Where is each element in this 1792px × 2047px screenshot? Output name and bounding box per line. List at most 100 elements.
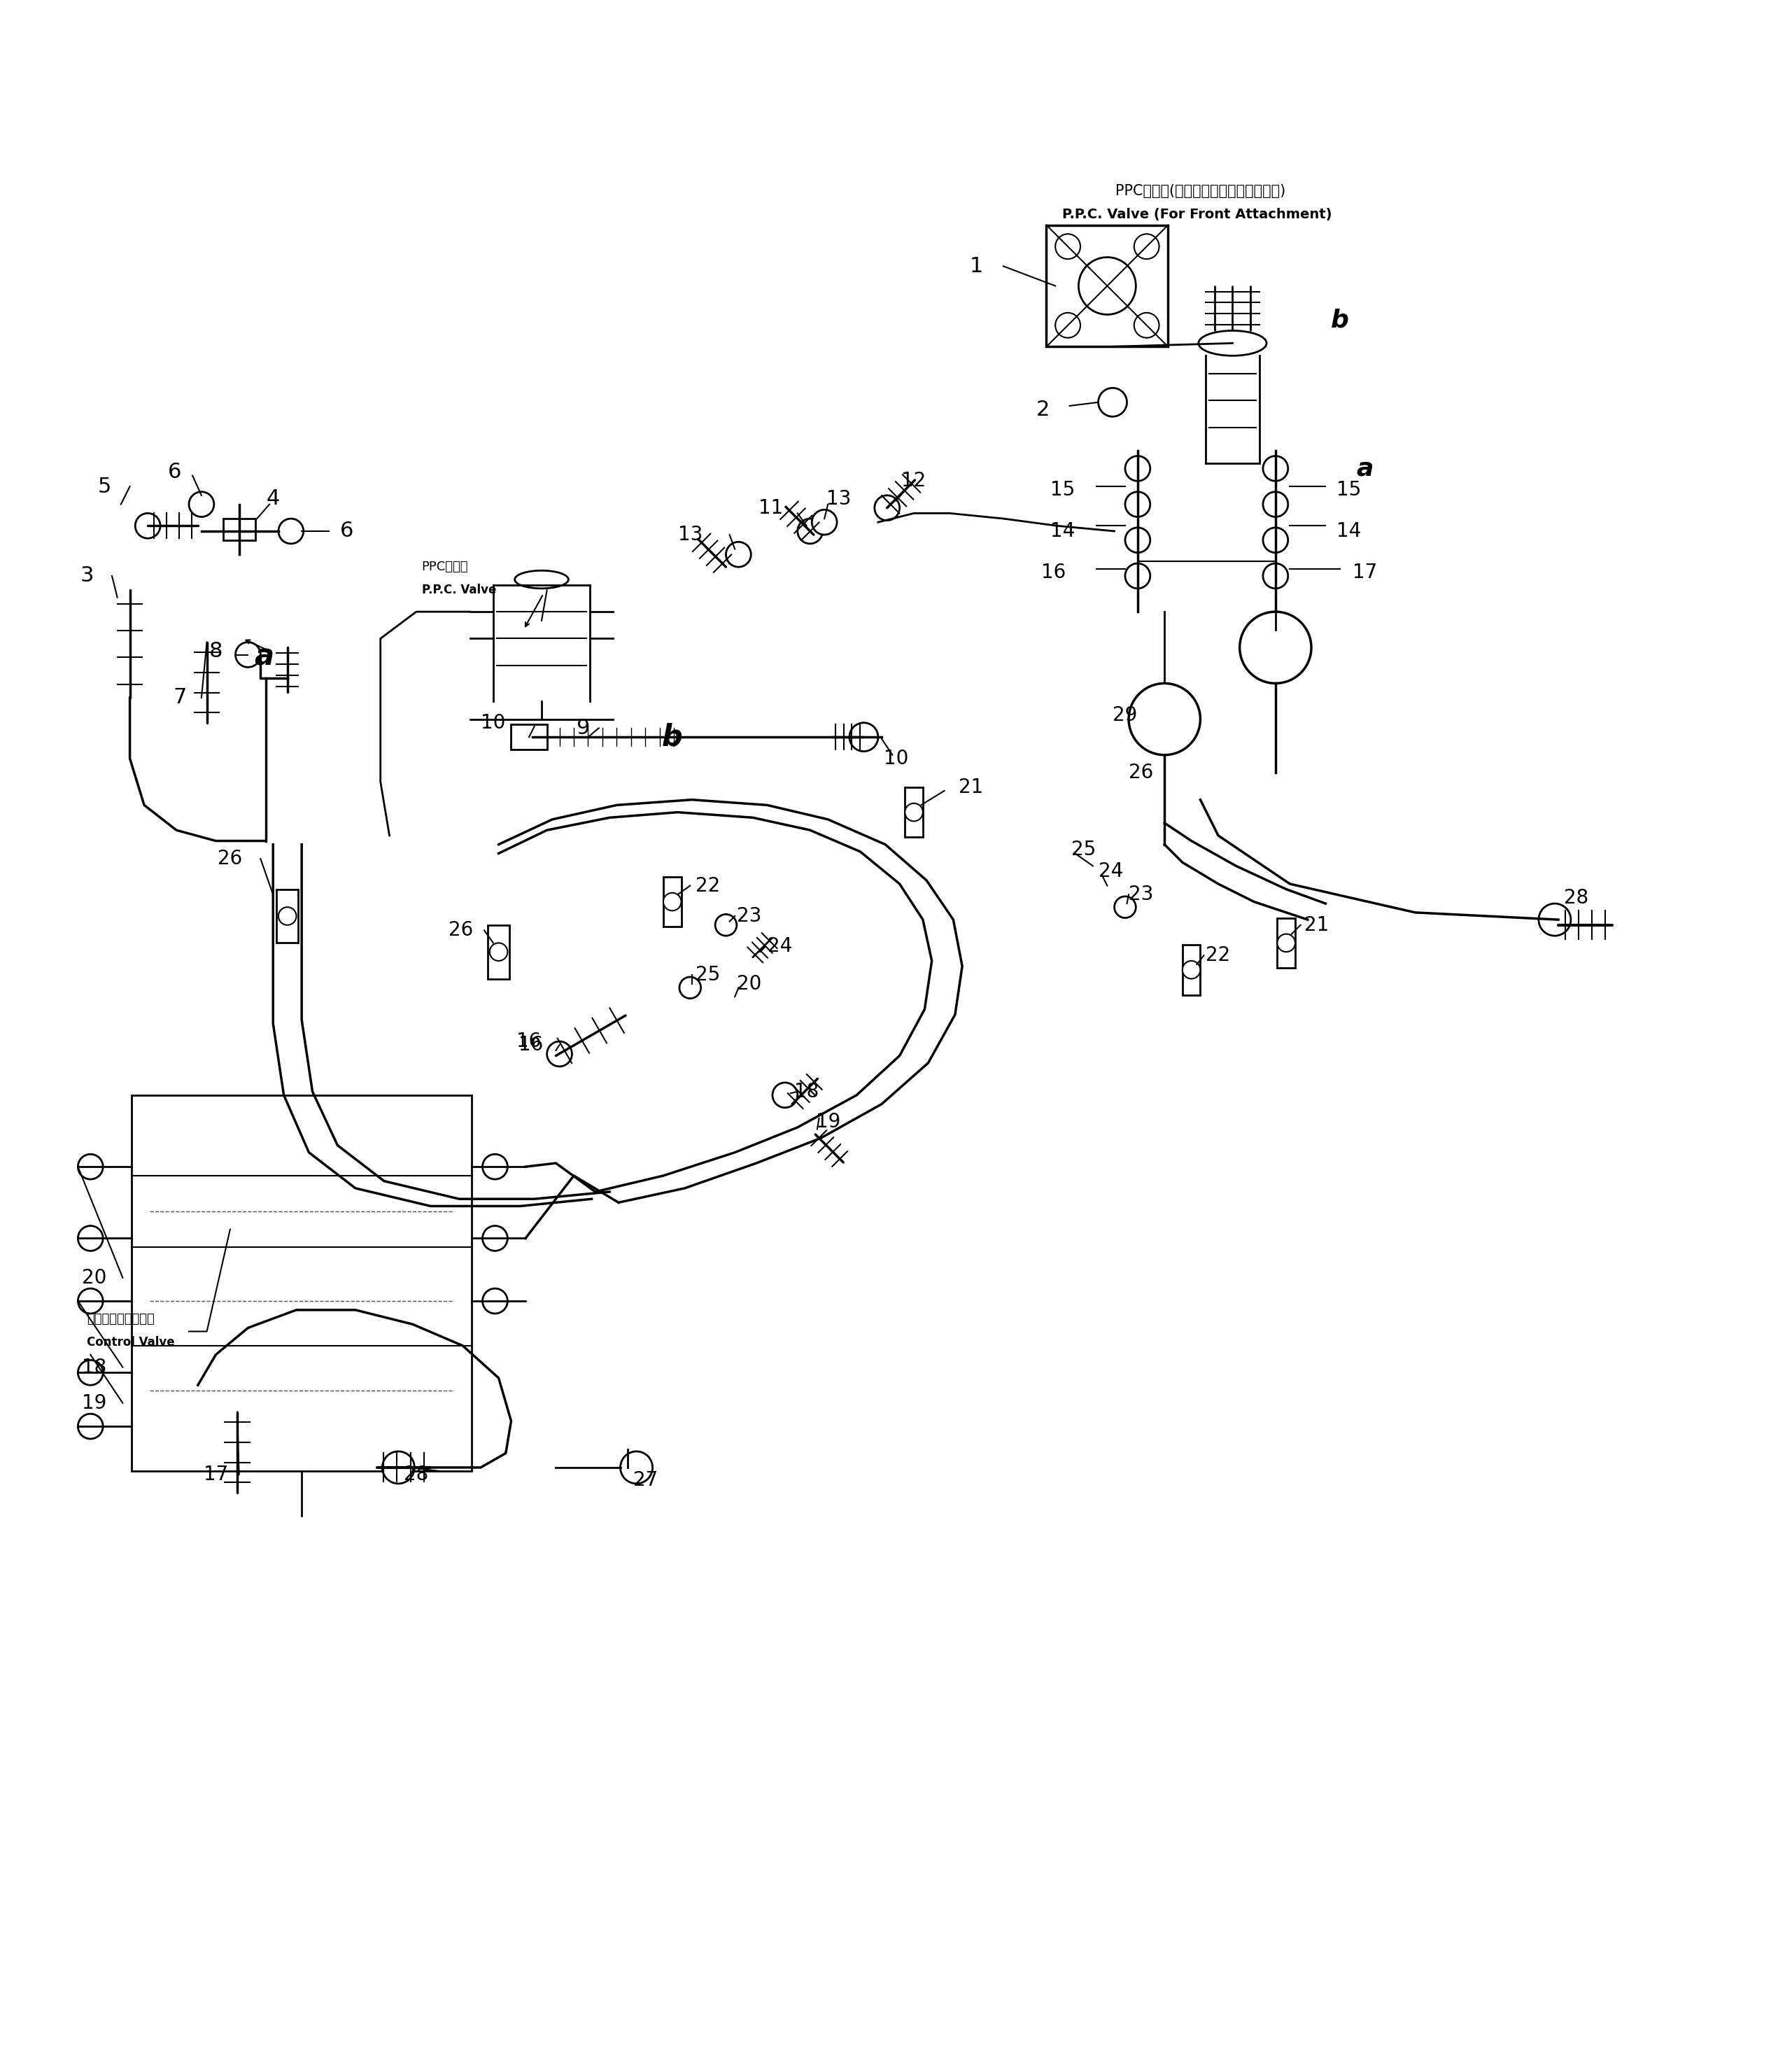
Text: 18: 18 xyxy=(794,1081,819,1101)
Text: a: a xyxy=(254,643,274,671)
Circle shape xyxy=(1183,960,1201,978)
Text: 21: 21 xyxy=(959,778,984,796)
Text: 18: 18 xyxy=(82,1357,106,1378)
Circle shape xyxy=(482,1226,507,1251)
Text: 24: 24 xyxy=(1098,862,1124,880)
Text: 26: 26 xyxy=(1129,764,1154,782)
Circle shape xyxy=(726,542,751,567)
Circle shape xyxy=(547,1042,572,1066)
Circle shape xyxy=(1263,528,1288,553)
Text: 16: 16 xyxy=(516,1032,541,1052)
Bar xyxy=(487,925,509,978)
Text: Control Valve: Control Valve xyxy=(86,1337,176,1349)
Text: 14: 14 xyxy=(1337,522,1362,540)
Text: 20: 20 xyxy=(737,974,762,995)
Text: 26: 26 xyxy=(219,850,242,868)
Text: 13: 13 xyxy=(826,489,851,510)
Text: 6: 6 xyxy=(168,463,181,483)
Text: P.P.C. Valve (For Front Attachment): P.P.C. Valve (For Front Attachment) xyxy=(1063,207,1331,221)
Text: b: b xyxy=(661,723,683,751)
Circle shape xyxy=(1263,456,1288,481)
Text: 9: 9 xyxy=(575,718,590,739)
Text: 22: 22 xyxy=(695,876,720,895)
Text: 11: 11 xyxy=(758,497,783,518)
Text: 21: 21 xyxy=(1305,915,1330,935)
Circle shape xyxy=(1278,933,1296,952)
Text: 23: 23 xyxy=(1129,884,1154,905)
Text: a: a xyxy=(1357,456,1373,481)
Text: 12: 12 xyxy=(901,471,926,491)
Circle shape xyxy=(1098,389,1127,418)
Text: 29: 29 xyxy=(1113,706,1138,725)
Circle shape xyxy=(905,802,923,821)
Text: 23: 23 xyxy=(737,907,762,925)
Text: 13: 13 xyxy=(677,524,702,545)
Circle shape xyxy=(382,1451,414,1484)
Circle shape xyxy=(77,1288,102,1314)
Bar xyxy=(1047,225,1168,346)
Text: 17: 17 xyxy=(204,1466,228,1484)
Text: 6: 6 xyxy=(340,522,353,540)
Circle shape xyxy=(1125,456,1150,481)
Text: 4: 4 xyxy=(267,489,280,510)
Text: 17: 17 xyxy=(1353,563,1378,581)
Circle shape xyxy=(1263,563,1288,587)
Circle shape xyxy=(1055,313,1081,338)
Text: 24: 24 xyxy=(767,938,792,956)
Circle shape xyxy=(278,907,296,925)
Circle shape xyxy=(715,915,737,935)
Bar xyxy=(276,888,297,944)
Circle shape xyxy=(874,495,900,520)
Circle shape xyxy=(663,892,681,911)
Circle shape xyxy=(482,1155,507,1179)
Text: P.P.C. Valve: P.P.C. Valve xyxy=(421,583,496,596)
Bar xyxy=(1278,917,1296,968)
Circle shape xyxy=(235,643,260,667)
Text: 15: 15 xyxy=(1337,481,1362,499)
Circle shape xyxy=(1134,233,1159,260)
Circle shape xyxy=(812,510,837,534)
Text: 28: 28 xyxy=(1564,888,1588,909)
Circle shape xyxy=(620,1451,652,1484)
Text: 1: 1 xyxy=(969,256,984,276)
Circle shape xyxy=(77,1226,102,1251)
Text: 15: 15 xyxy=(1050,481,1075,499)
Text: b: b xyxy=(1331,307,1349,332)
Text: 19: 19 xyxy=(82,1394,106,1412)
Text: 22: 22 xyxy=(1206,946,1231,966)
Circle shape xyxy=(134,514,159,538)
Circle shape xyxy=(1125,563,1150,587)
Circle shape xyxy=(772,1083,797,1107)
Bar xyxy=(905,788,923,837)
Bar xyxy=(131,1095,471,1472)
Text: 16: 16 xyxy=(1041,563,1066,581)
Circle shape xyxy=(1125,491,1150,516)
Circle shape xyxy=(1055,233,1081,260)
Text: 10: 10 xyxy=(883,749,909,768)
Text: 7: 7 xyxy=(174,688,186,708)
Circle shape xyxy=(1134,313,1159,338)
Circle shape xyxy=(797,518,823,545)
Circle shape xyxy=(849,723,878,751)
Text: 8: 8 xyxy=(210,641,222,661)
Text: 19: 19 xyxy=(815,1112,840,1132)
Circle shape xyxy=(278,518,303,545)
Circle shape xyxy=(77,1359,102,1386)
Circle shape xyxy=(489,944,507,960)
Text: 28: 28 xyxy=(403,1466,428,1484)
Text: 20: 20 xyxy=(82,1267,106,1288)
Circle shape xyxy=(679,976,701,999)
Circle shape xyxy=(1079,258,1136,315)
Bar xyxy=(1183,946,1201,995)
Circle shape xyxy=(77,1155,102,1179)
Circle shape xyxy=(1125,528,1150,553)
Text: 26: 26 xyxy=(448,921,473,940)
Text: 10: 10 xyxy=(480,712,505,733)
Text: 27: 27 xyxy=(633,1470,658,1490)
Text: PPCバルブ: PPCバルブ xyxy=(421,561,468,573)
Text: 25: 25 xyxy=(1072,839,1097,860)
Text: 16: 16 xyxy=(518,1036,543,1054)
Circle shape xyxy=(188,491,213,516)
Circle shape xyxy=(482,1288,507,1314)
Text: 2: 2 xyxy=(1036,399,1050,420)
